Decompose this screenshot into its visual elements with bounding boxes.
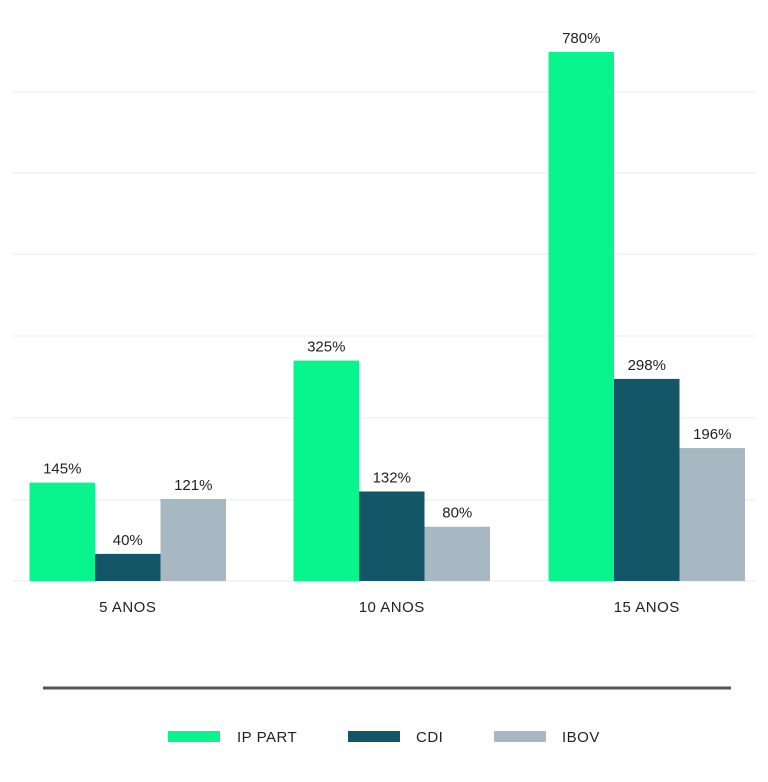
category-label-5-anos: 5 ANOS [99, 599, 156, 616]
legend-label-ip-part: IP PART [237, 729, 297, 746]
value-label-cdi-10-anos: 132% [373, 469, 411, 486]
legend-swatch-cdi [348, 731, 400, 742]
value-label-ip-part-10-anos: 325% [307, 339, 345, 356]
bar-ibov-15-anos [679, 448, 745, 581]
category-labels: 5 ANOS 10 ANOS 15 ANOS [99, 599, 680, 616]
value-label-ibov-15-anos: 196% [693, 426, 731, 443]
value-label-ibov-5-anos: 121% [174, 477, 212, 494]
legend: IP PART CDI IBOV [168, 729, 600, 746]
bar-cdi-10-anos [359, 491, 425, 581]
bar-ip-part-5-anos [29, 482, 95, 581]
value-label-ip-part-5-anos: 145% [43, 461, 81, 478]
value-label-ibov-10-anos: 80% [442, 505, 472, 522]
value-label-cdi-5-anos: 40% [113, 532, 143, 549]
legend-swatch-ibov [494, 731, 546, 742]
category-label-15-anos: 15 ANOS [614, 599, 680, 616]
bar-ip-part-10-anos [293, 360, 359, 581]
bar-cdi-15-anos [614, 378, 680, 581]
bar-ip-part-15-anos [548, 52, 614, 581]
legend-label-cdi: CDI [416, 729, 443, 746]
bar-cdi-5-anos [95, 553, 161, 581]
bar-ibov-10-anos [424, 526, 490, 581]
value-label-ip-part-15-anos: 780% [562, 30, 600, 47]
legend-swatch-ip-part [168, 731, 220, 742]
category-label-10-anos: 10 ANOS [359, 599, 425, 616]
value-labels: 145% 40% 121% 325% 132% 80% 780% 298% 196% [43, 30, 731, 549]
bar-ibov-5-anos [160, 498, 226, 581]
bars [29, 52, 745, 581]
value-label-cdi-15-anos: 298% [628, 357, 666, 374]
legend-label-ibov: IBOV [562, 729, 600, 746]
